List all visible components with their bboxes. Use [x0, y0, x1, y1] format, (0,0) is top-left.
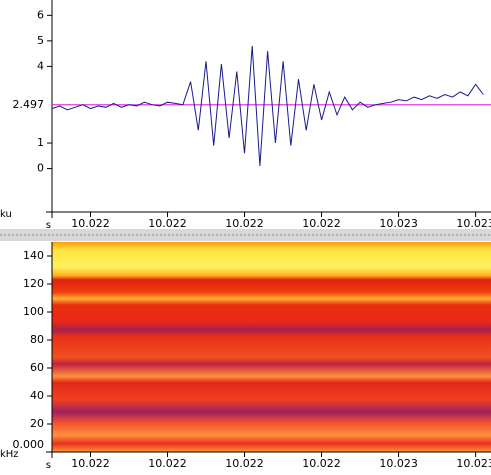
y-tick-label: 40: [30, 389, 44, 402]
spectrogram-image: [52, 242, 491, 452]
y-tick-label: 120: [23, 277, 44, 290]
x-tick-label: 10.023: [456, 217, 491, 230]
y-tick-label: 6: [37, 8, 44, 21]
x-tick-label: 10.023: [379, 217, 418, 230]
y-tick-label: 4: [37, 59, 44, 72]
y-axis-label: kHz: [0, 449, 19, 460]
y-tick-label: 80: [30, 333, 44, 346]
x-tick-label: 10.022: [71, 217, 110, 230]
x-tick-label: 10.022: [302, 217, 341, 230]
x-tick-label: 10.022: [71, 457, 110, 470]
y-tick-label: 100: [23, 305, 44, 318]
y-tick-label: 0: [37, 162, 44, 175]
y-tick-label: 140: [23, 249, 44, 262]
y-tick-label: 5: [37, 34, 44, 47]
y-axis-label: ku: [0, 209, 12, 220]
x-axis-label: s: [46, 220, 51, 231]
x-tick-label: 10.022: [302, 457, 341, 470]
x-tick-label: 10.022: [225, 217, 264, 230]
x-tick-label: 10.022: [148, 217, 187, 230]
y-tick-label: 0.000: [13, 438, 45, 451]
y-tick-label: 20: [30, 417, 44, 430]
y-tick-label: 60: [30, 361, 44, 374]
waveform: [51, 45, 484, 167]
x-axis-label: s: [46, 460, 51, 471]
x-tick-label: 10.023: [379, 457, 418, 470]
y-tick-label: 1: [37, 136, 44, 149]
x-tick-label: 10.023: [456, 457, 491, 470]
x-tick-label: 10.022: [148, 457, 187, 470]
x-tick-label: 10.022: [225, 457, 264, 470]
marker-label: 2.497: [13, 98, 45, 111]
